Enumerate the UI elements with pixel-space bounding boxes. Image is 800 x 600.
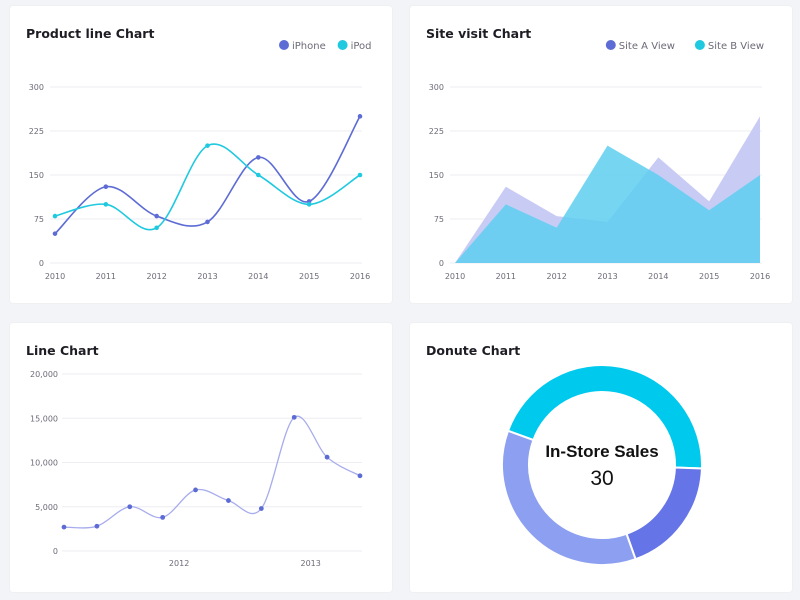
donut-slice (506, 364, 703, 470)
series-point-ipod (103, 202, 109, 207)
site-legend-marker (694, 40, 705, 50)
product-x-tick: 2016 (350, 272, 370, 281)
series-point-ipod (205, 143, 210, 148)
series-point (357, 473, 363, 479)
product-y-tick: 300 (29, 83, 44, 92)
line-y-tick: 5,000 (35, 503, 58, 512)
line-chart-title: Line Chart (26, 343, 99, 358)
series-point (160, 514, 166, 520)
series-point-ipod (357, 172, 363, 178)
site-y-tick: 225 (429, 127, 444, 136)
series-point-ipod (154, 225, 159, 231)
product-legend-marker (279, 40, 289, 50)
product-x-tick: 2013 (197, 272, 217, 281)
site-y-tick: 0 (439, 259, 444, 268)
series-line-ipod (54, 143, 361, 231)
donut-center-value: 30 (590, 467, 613, 490)
site-legend-marker (605, 40, 616, 50)
site-legend-label: Site A View (619, 41, 675, 52)
product-line-card: Product line Chart 0 75 150 225 300 2010 2011 2… (10, 6, 392, 303)
site-legend-label: Site B View (708, 41, 764, 52)
series-point-ipod (256, 172, 261, 178)
site-x-tick: 2016 (750, 272, 770, 281)
donut-slice (501, 429, 637, 566)
series-point-iphone (154, 213, 159, 219)
series-point (193, 487, 198, 493)
line-x-tick: 2013 (300, 559, 320, 568)
series-point (127, 504, 133, 510)
site-x-tick: 2012 (546, 272, 566, 281)
donut-chart-card: Donute Chart In-Store Sales 30 (410, 323, 792, 592)
product-x-tick: 2011 (96, 272, 116, 281)
product-x-tick: 2014 (248, 272, 268, 281)
series-area-site-b-view (455, 145, 760, 263)
series-point (291, 414, 297, 420)
product-x-tick: 2012 (146, 272, 166, 281)
product-line-chart: 0 75 150 225 300 2010 2011 2012 2013 2014 2015 2016… (29, 40, 372, 281)
site-y-tick: 75 (434, 215, 444, 224)
line-y-tick: 15,000 (30, 414, 58, 423)
product-legend-label: iPhone (292, 41, 326, 52)
product-x-tick: 2015 (299, 272, 319, 281)
product-y-tick: 75 (34, 215, 44, 224)
series-point-iphone (357, 114, 363, 119)
line-y-tick: 0 (53, 547, 58, 556)
series-point-ipod (306, 202, 312, 207)
product-y-tick: 225 (29, 127, 44, 136)
series-line (63, 415, 361, 529)
donut-center-label: In-Store Sales (545, 442, 658, 461)
site-x-tick: 2013 (597, 272, 617, 281)
series-point-iphone (205, 219, 210, 225)
product-legend-marker (337, 40, 348, 50)
series-point-ipod (52, 213, 58, 219)
series-point (94, 523, 100, 529)
line-chart-card: Line Chart 0 5,000 10,000 15,000 20,000 2012 2… (10, 323, 392, 592)
site-visit-title: Site visit Chart (426, 26, 532, 41)
donut-slice (625, 466, 703, 561)
line-x-tick: 2012 (169, 559, 189, 568)
line-y-tick: 10,000 (30, 459, 58, 468)
series-point (258, 506, 264, 511)
product-y-tick: 150 (29, 171, 44, 180)
series-point-iphone (52, 231, 58, 236)
site-visit-card: Site visit Chart 0 75 150 225 300 2010 2011 201… (410, 6, 792, 303)
line-chart: 0 5,000 10,000 15,000 20,000 2012 2013 (30, 370, 363, 568)
site-visit-chart: 0 75 150 225 300 2010 2011 2012 2013 2014 2015 2016… (429, 40, 770, 281)
site-x-tick: 2010 (445, 272, 465, 281)
series-point-iphone (256, 155, 261, 160)
series-point (226, 498, 231, 503)
product-y-tick: 0 (39, 259, 44, 268)
series-point (61, 524, 67, 530)
site-x-tick: 2011 (496, 272, 516, 281)
product-x-tick: 2010 (45, 272, 65, 281)
site-y-tick: 300 (429, 83, 444, 92)
product-legend-label: iPod (351, 41, 372, 52)
site-x-tick: 2015 (699, 272, 719, 281)
donut-chart-title: Donute Chart (426, 343, 521, 358)
series-point-iphone (103, 184, 109, 190)
series-point (324, 454, 330, 460)
donut-chart: In-Store Sales 30 (501, 364, 703, 566)
site-x-tick: 2014 (648, 272, 668, 281)
line-y-tick: 20,000 (30, 370, 58, 379)
product-line-title: Product line Chart (26, 26, 155, 41)
site-y-tick: 150 (429, 171, 444, 180)
